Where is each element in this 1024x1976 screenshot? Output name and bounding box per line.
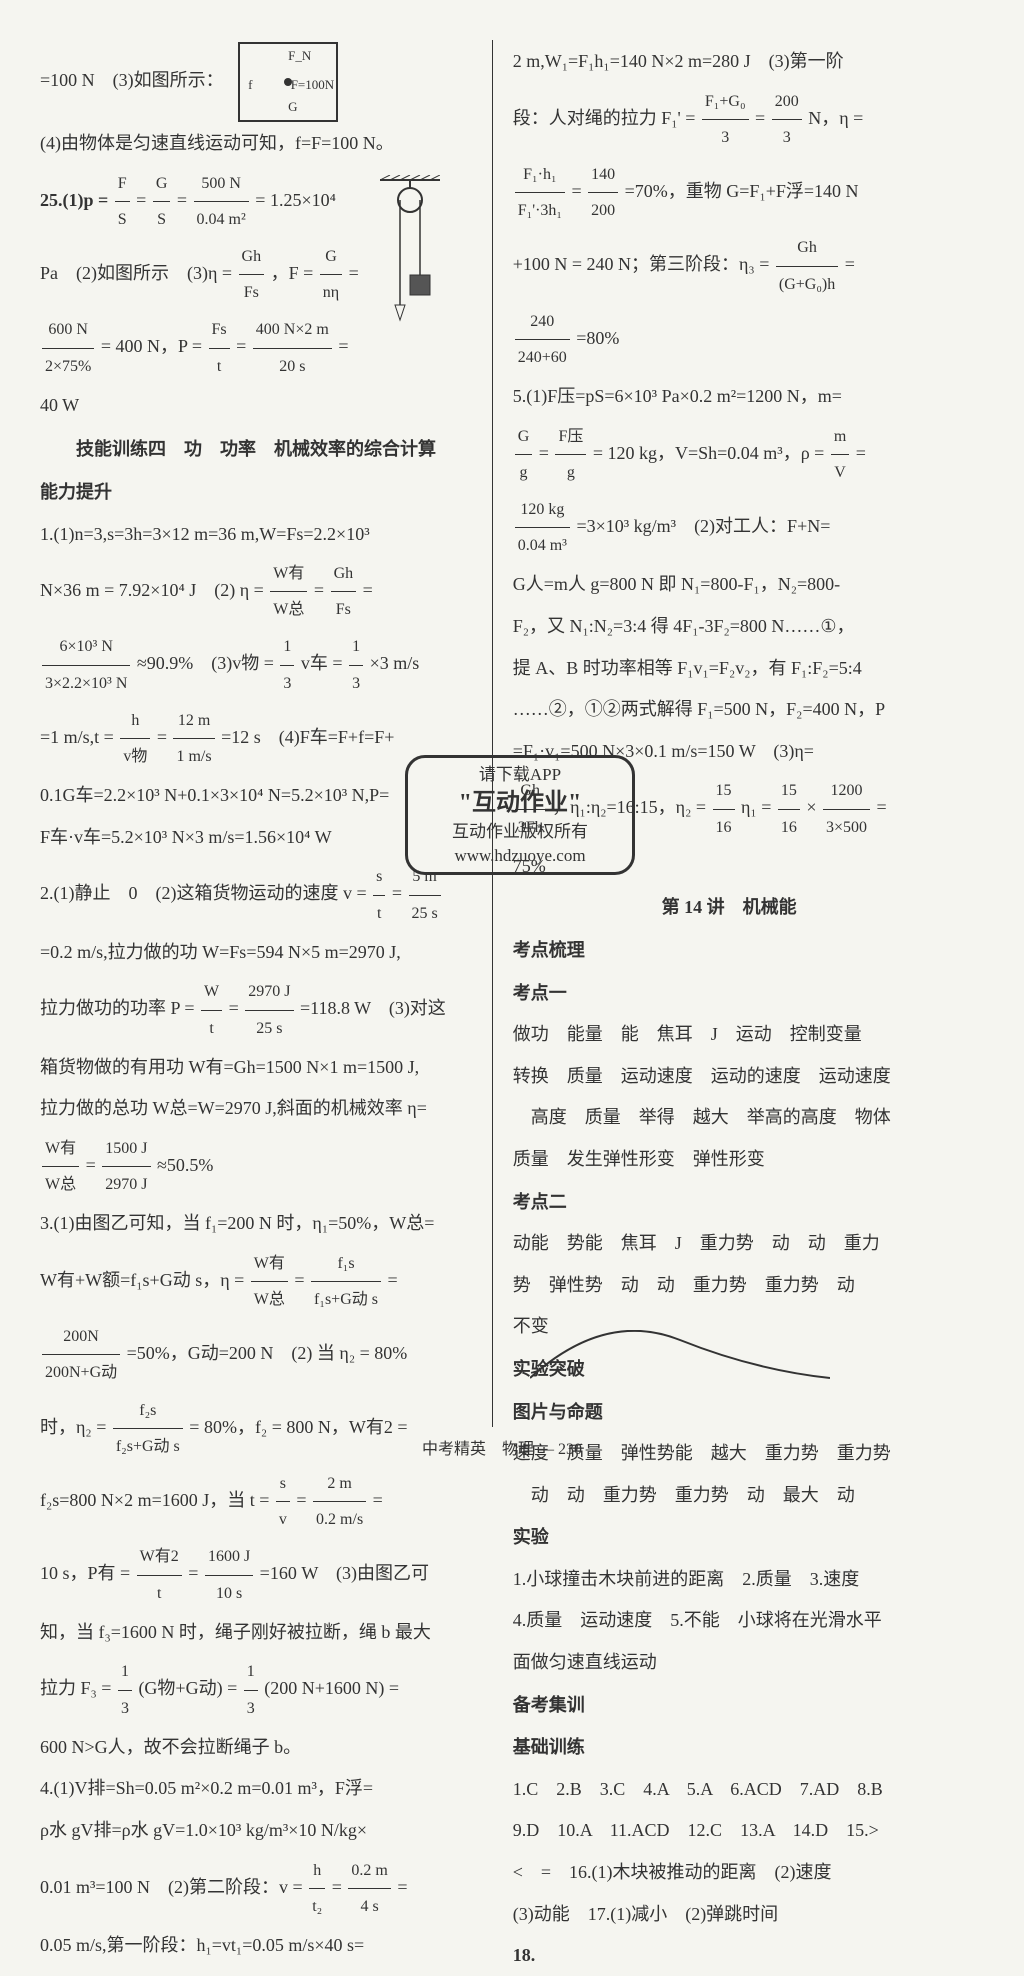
line: 质量 发生弹性形变 弹性形变: [513, 1140, 946, 1180]
watermark-line: "互动作业": [413, 787, 627, 821]
sub-title: 考点梳理: [513, 931, 946, 971]
watermark-line: www.hdzuoye.com: [413, 844, 627, 868]
G-label: G: [288, 93, 297, 122]
sub-title: 能力提升: [40, 473, 482, 513]
watermark-box: 请下载APP "互动作业" 互动作业版权所有 www.hdzuoye.com: [405, 755, 635, 875]
line: =100 N (3)如图所示： F_N f F=100N G: [40, 42, 482, 122]
line: +100 N = 240 N；第三阶段：η₃ = Gh(G+G₀)h =: [513, 230, 946, 301]
line: 120 kg0.04 m³ =3×10³ kg/m³ (2)对工人：F+N=: [513, 492, 946, 563]
fn-label: F_N: [288, 42, 311, 71]
line: ……②，①②两式解得 F₁=500 N，F₂=400 N，P: [513, 690, 946, 730]
line: 0.01 m³=100 N (2)第二阶段：v = ht₂ = 0.2 m4 s…: [40, 1853, 482, 1924]
pulley-diagram-icon: [380, 175, 440, 325]
line: F₂，又 N₁:N₂=3:4 得 4F₁-3F₂=800 N……①，: [513, 607, 946, 647]
line: (3)动能 17.(1)减小 (2)弹跳时间: [513, 1895, 946, 1935]
line: 1.小球撞击木块前进的距离 2.质量 3.速度: [513, 1560, 946, 1600]
line: Gg = F压g = 120 kg，V=Sh=0.04 m³，ρ = mV =: [513, 419, 946, 490]
sub-title: 备考集训: [513, 1686, 946, 1726]
f-label: f: [248, 71, 252, 100]
line: 高度 质量 举得 越大 举高的高度 物体: [513, 1098, 946, 1138]
line: 拉力做的总功 W总=W=2970 J,斜面的机械效率 η=: [40, 1089, 482, 1129]
line: W有+W额=f₁s+G动 s，η = W有W总 = f₁sf₁s+G动 s =: [40, 1246, 482, 1317]
force-diagram: F_N f F=100N G: [238, 42, 338, 122]
line: 段：人对绳的拉力 F₁' = F₁+G₀3 = 2003 N，η =: [513, 84, 946, 155]
line: 9.D 10.A 11.ACD 12.C 13.A 14.D 15.>: [513, 1811, 946, 1851]
line: (4)由物体是匀速直线运动可知，f=F=100 N。: [40, 124, 482, 164]
line: 18.: [513, 1936, 946, 1976]
watermark-line: 互动作业版权所有: [413, 820, 627, 844]
section-title: 第 14 讲 机械能: [513, 888, 946, 928]
sub-title: 基础训练: [513, 1728, 946, 1768]
line: 600 N>G人，故不会拉断绳子 b。: [40, 1728, 482, 1768]
line: 势 弹性势 动 动 重力势 重力势 动: [513, 1266, 946, 1306]
text: 25.(1)p =: [40, 189, 113, 209]
watermark-line: 请下载APP: [413, 763, 627, 787]
right-column: 2 m,W₁=F₁h₁=140 N×2 m=280 J (3)第一阶 段：人对绳…: [493, 40, 956, 1427]
line: 1.(1)n=3,s=3h=3×12 m=36 m,W=Fs=2.2×10³: [40, 515, 482, 555]
line: 4.(1)V排=Sh=0.05 m²×0.2 m=0.01 m³，F浮=: [40, 1769, 482, 1809]
sub-title: 图片与命题: [513, 1393, 946, 1433]
line: 0.05 m/s,第一阶段：h₁=vt₁=0.05 m/s×40 s=: [40, 1926, 482, 1966]
line: 拉力做功的功率 P = Wt = 2970 J25 s =118.8 W (3)…: [40, 974, 482, 1045]
line: 动 动 重力势 重力势 动 最大 动: [513, 1476, 946, 1516]
line: 5.(1)F压=pS=6×10³ Pa×0.2 m²=1200 N，m=: [513, 377, 946, 417]
line: 240240+60 =80%: [513, 304, 946, 375]
line: G人=m人 g=800 N 即 N₁=800-F₁，N₂=800-: [513, 565, 946, 605]
line: 箱货物做的有用功 W有=Gh=1500 N×1 m=1500 J,: [40, 1048, 482, 1088]
sub-title: 实验: [513, 1518, 946, 1558]
line: 1.C 2.B 3.C 4.A 5.A 6.ACD 7.AD 8.B: [513, 1770, 946, 1810]
line: 动能 势能 焦耳 J 重力势 动 动 重力: [513, 1224, 946, 1264]
line: 10 s，P有 = W有2t = 1600 J10 s =160 W (3)由图…: [40, 1539, 482, 1610]
line: 2 m,W₁=F₁h₁=140 N×2 m=280 J (3)第一阶: [513, 42, 946, 82]
page-footer: 中考精英 物理 — 230 —: [0, 1435, 1024, 1459]
line: < = 16.(1)木块被推动的距离 (2)速度: [513, 1853, 946, 1893]
line: 提 A、B 时功率相等 F₁v₁=F₂v₂，有 F₁:F₂=5:4: [513, 649, 946, 689]
line: 面做匀速直线运动: [513, 1643, 946, 1683]
line: 知，当 f₃=1600 N 时，绳子刚好被拉断，绳 b 最大: [40, 1613, 482, 1653]
line: =0.2 m/s,拉力做的功 W=Fs=594 N×5 m=2970 J,: [40, 933, 482, 973]
sub-title: 考点二: [513, 1183, 946, 1223]
line: 转换 质量 运动速度 运动的速度 运动速度: [513, 1057, 946, 1097]
sub-title: 考点一: [513, 974, 946, 1014]
line: 40 W: [40, 386, 482, 426]
curve-graph-icon: [530, 1330, 830, 1380]
line: 拉力 F₃ = 13 (G物+G动) = 13 (200 N+1600 N) =: [40, 1654, 482, 1725]
text: =100 N (3)如图所示：: [40, 70, 224, 90]
line: 6×10³ N3×2.2×10³ N ≈90.9% (3)v物 = 13 v车 …: [40, 629, 482, 700]
line: 3.(1)由图乙可知，当 f₁=200 N 时，η₁=50%，W总=: [40, 1204, 482, 1244]
line: 200N200N+G动 =50%，G动=200 N (2) 当 η₂ = 80%: [40, 1319, 482, 1390]
line: ρ水 gV排=ρ水 gV=1.0×10³ kg/m³×10 N/kg×: [40, 1811, 482, 1851]
line: F₁·h₁F₁'·3h₁ = 140200 =70%，重物 G=F₁+F浮=14…: [513, 157, 946, 228]
line: N×36 m = 7.92×10⁴ J (2) η = W有W总 = GhFs …: [40, 556, 482, 627]
line: 4.质量 运动速度 5.不能 小球将在光滑水平: [513, 1601, 946, 1641]
line: W有W总 = 1500 J2970 J ≈50.5%: [40, 1131, 482, 1202]
section-title: 技能训练四 功 功率 机械效率的综合计算: [40, 430, 482, 470]
line: 做功 能量 能 焦耳 J 运动 控制变量: [513, 1015, 946, 1055]
